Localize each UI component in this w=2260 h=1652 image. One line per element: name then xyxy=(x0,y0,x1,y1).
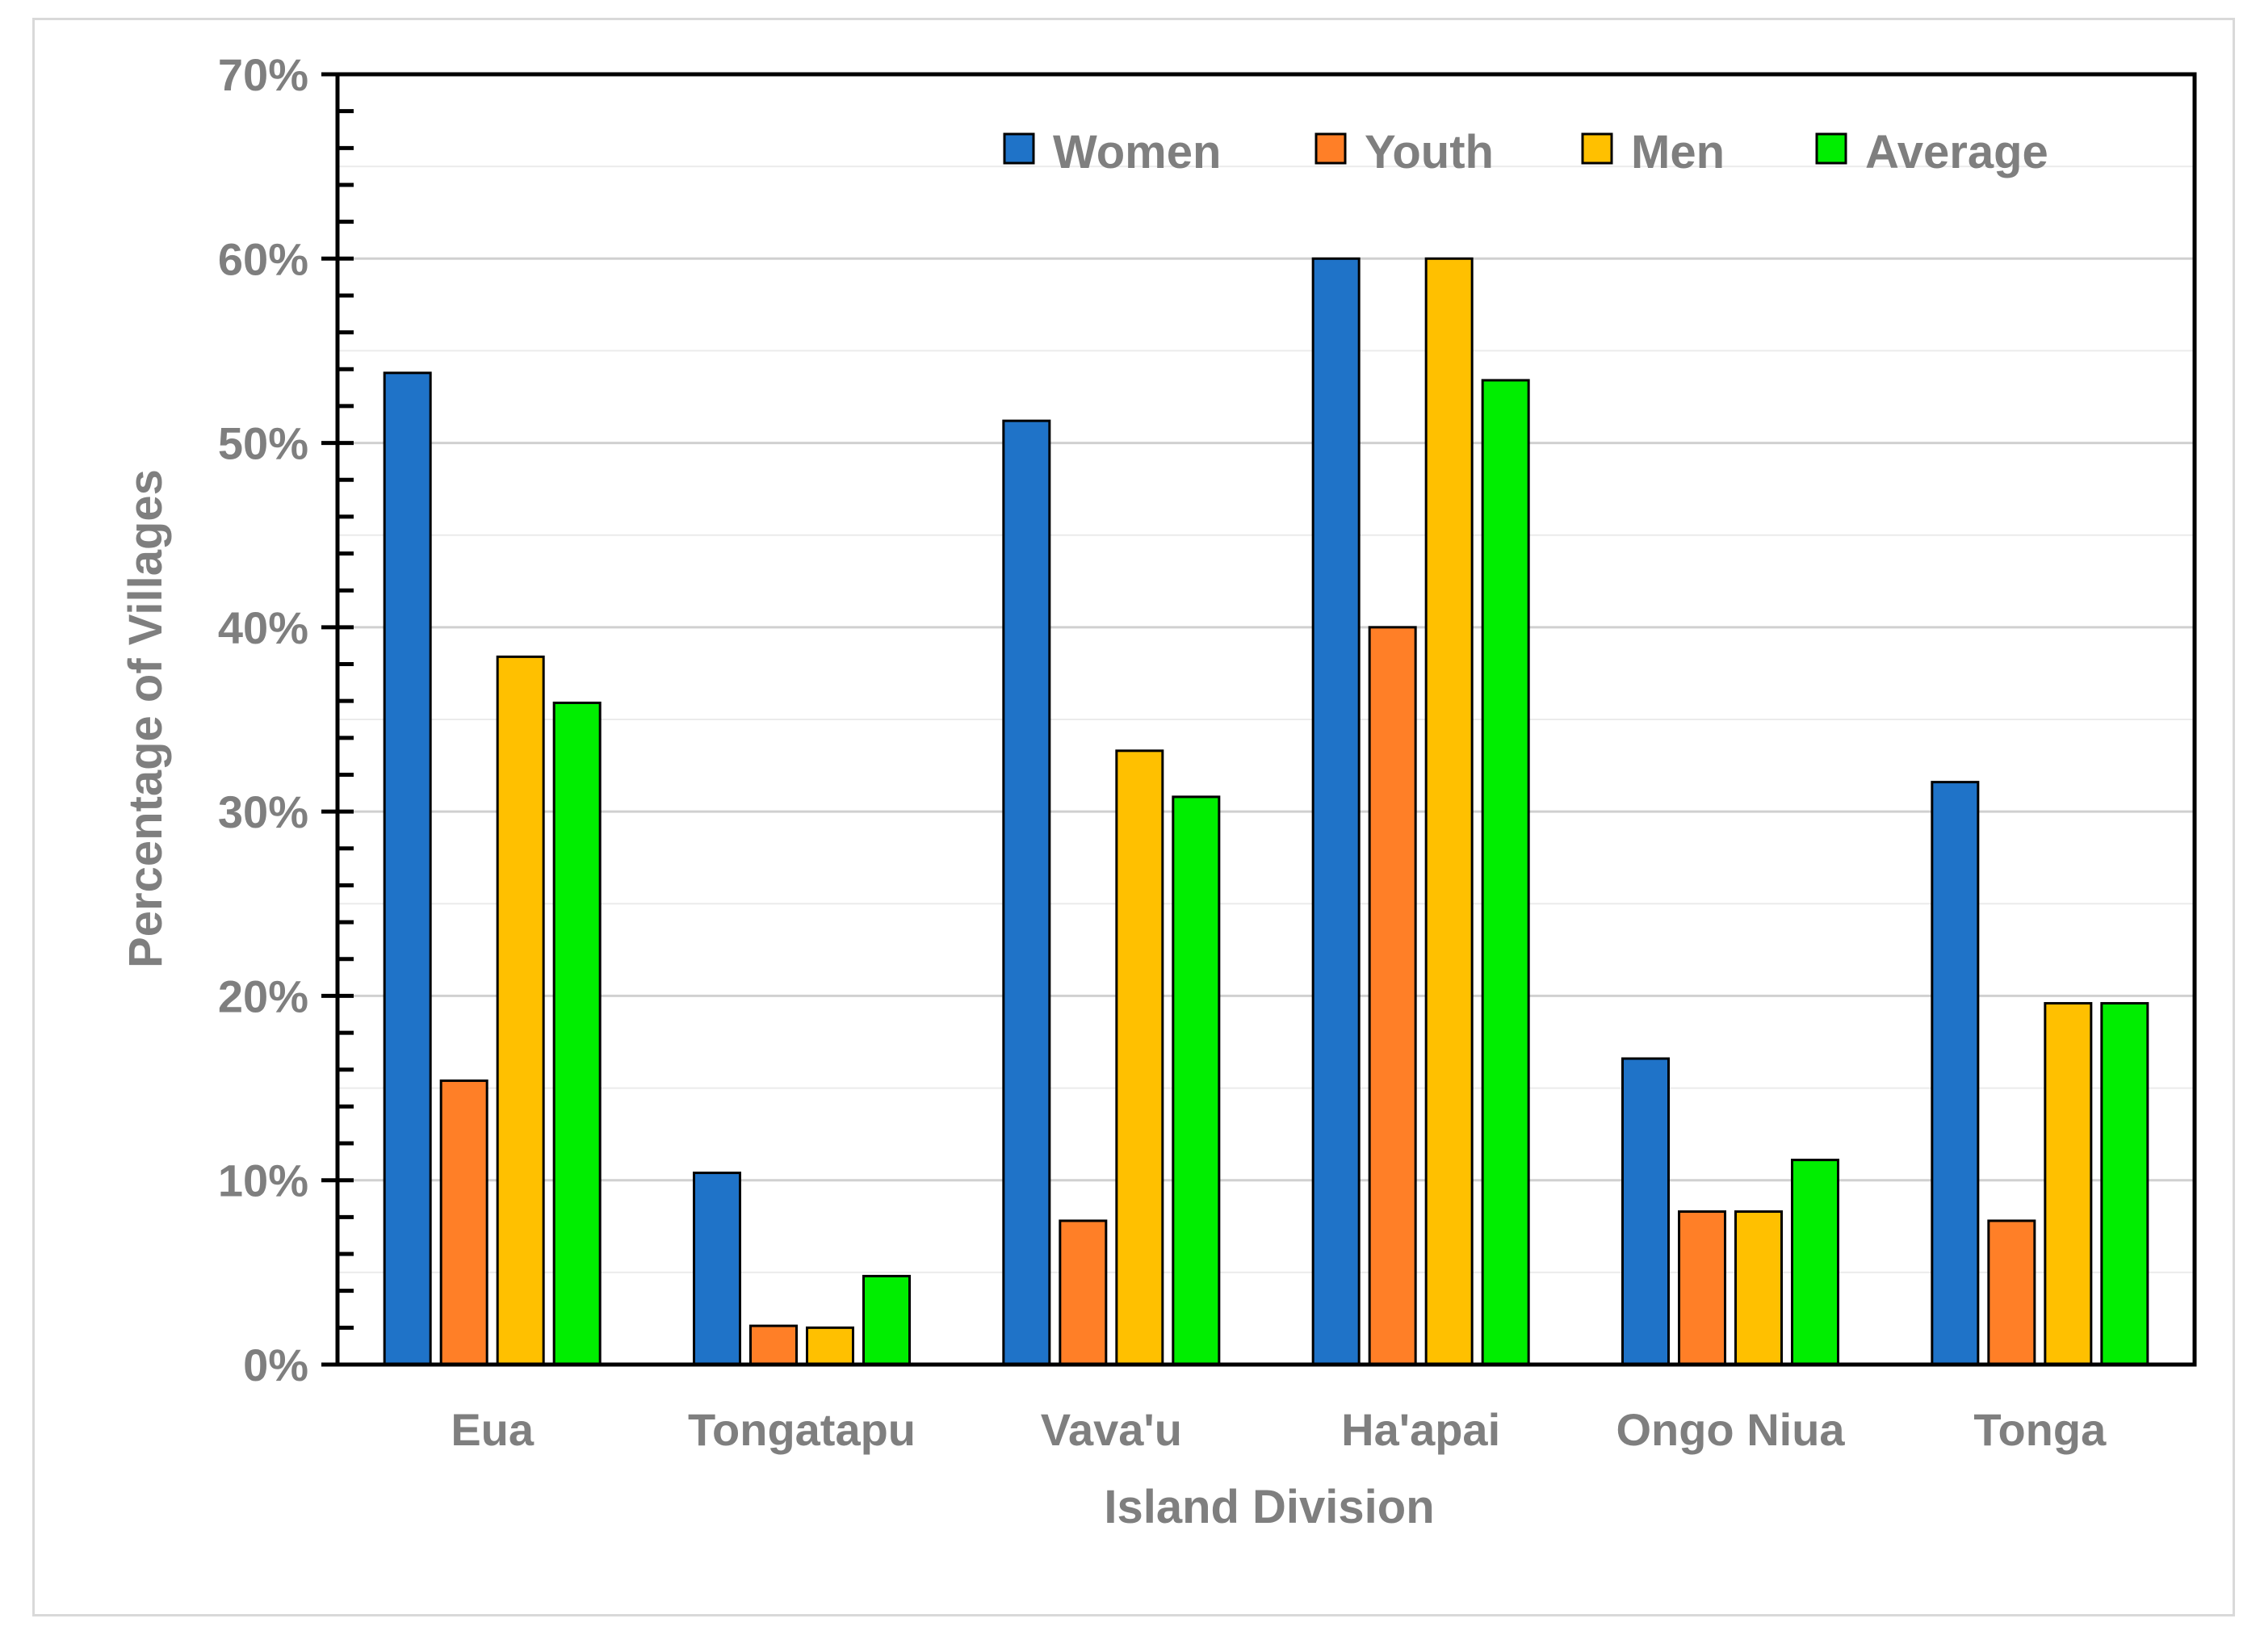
legend-label: Men xyxy=(1631,126,1725,178)
y-tick-label: 50% xyxy=(218,418,308,469)
bar-youth-0 xyxy=(439,1079,488,1366)
y-tick-label: 10% xyxy=(218,1155,308,1206)
bar-youth-2 xyxy=(1059,1219,1108,1366)
bar-average-1 xyxy=(862,1274,911,1366)
bar-men-4 xyxy=(1734,1210,1783,1366)
x-tick-label: Tongatapu xyxy=(688,1404,916,1455)
legend-item-women: Women xyxy=(1003,126,1221,178)
x-tick-label: Ha'apai xyxy=(1341,1404,1500,1455)
bar-average-4 xyxy=(1791,1159,1839,1366)
y-tick-label: 30% xyxy=(218,786,308,837)
x-tick-label: Tonga xyxy=(1973,1404,2107,1455)
bar-men-2 xyxy=(1115,749,1164,1366)
bar-youth-1 xyxy=(749,1324,798,1366)
bar-average-5 xyxy=(2100,1002,2149,1366)
legend-item-average: Average xyxy=(1815,126,2048,178)
x-tick-label: Ongo Niua xyxy=(1616,1404,1845,1455)
bar-women-1 xyxy=(693,1172,741,1366)
plot-area-border xyxy=(335,72,2197,1367)
bar-women-4 xyxy=(1621,1057,1670,1366)
bar-men-1 xyxy=(806,1326,854,1366)
bar-average-3 xyxy=(1481,379,1530,1366)
legend-swatch xyxy=(1314,132,1347,165)
x-axis-title: Island Division xyxy=(1104,1481,1434,1533)
legend-swatch xyxy=(1815,132,1847,165)
legend-swatch xyxy=(1003,132,1035,165)
legend: Women Youth Men Average xyxy=(1003,126,2048,178)
bar-youth-5 xyxy=(1987,1219,2036,1366)
bar-women-5 xyxy=(1931,781,1980,1366)
bar-women-3 xyxy=(1311,257,1361,1366)
x-tick-label: Vava'u xyxy=(1041,1404,1182,1455)
y-tick-label: 70% xyxy=(218,49,308,100)
y-tick-label: 60% xyxy=(218,233,308,284)
bar-men-3 xyxy=(1424,257,1474,1366)
bar-women-0 xyxy=(383,371,432,1366)
legend-item-men: Men xyxy=(1581,126,1725,178)
legend-label: Women xyxy=(1053,126,1221,178)
legend-item-youth: Youth xyxy=(1314,126,1494,178)
legend-label: Average xyxy=(1865,126,2048,178)
bars xyxy=(383,257,2149,1366)
legend-label: Youth xyxy=(1365,126,1494,178)
legend-swatch xyxy=(1581,132,1613,165)
y-tick-label: 20% xyxy=(218,971,308,1021)
bar-youth-4 xyxy=(1678,1210,1726,1366)
y-tick-label: 0% xyxy=(243,1340,308,1390)
y-tick-labels: 0% 10% 20% 30% 40% 50% 60% 70% xyxy=(218,49,308,1390)
gridlines xyxy=(338,166,2195,1273)
bar-average-2 xyxy=(1172,795,1221,1366)
bar-average-0 xyxy=(552,701,602,1366)
x-tick-labels: Eua Tongatapu Vava'u Ha'apai Ongo Niua Tonga xyxy=(451,1404,2107,1455)
bar-men-0 xyxy=(496,655,545,1366)
bar-women-2 xyxy=(1002,419,1051,1366)
axes xyxy=(321,72,2197,1367)
bar-men-5 xyxy=(2044,1002,2093,1366)
y-axis-title: Percentage of Villages xyxy=(119,469,172,968)
bar-youth-3 xyxy=(1368,626,1417,1366)
x-tick-label: Eua xyxy=(451,1404,535,1455)
y-tick-label: 40% xyxy=(218,602,308,653)
